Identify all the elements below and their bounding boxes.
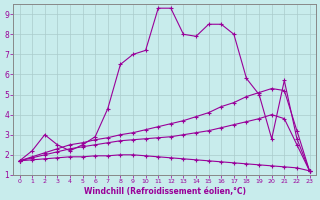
X-axis label: Windchill (Refroidissement éolien,°C): Windchill (Refroidissement éolien,°C) (84, 187, 245, 196)
